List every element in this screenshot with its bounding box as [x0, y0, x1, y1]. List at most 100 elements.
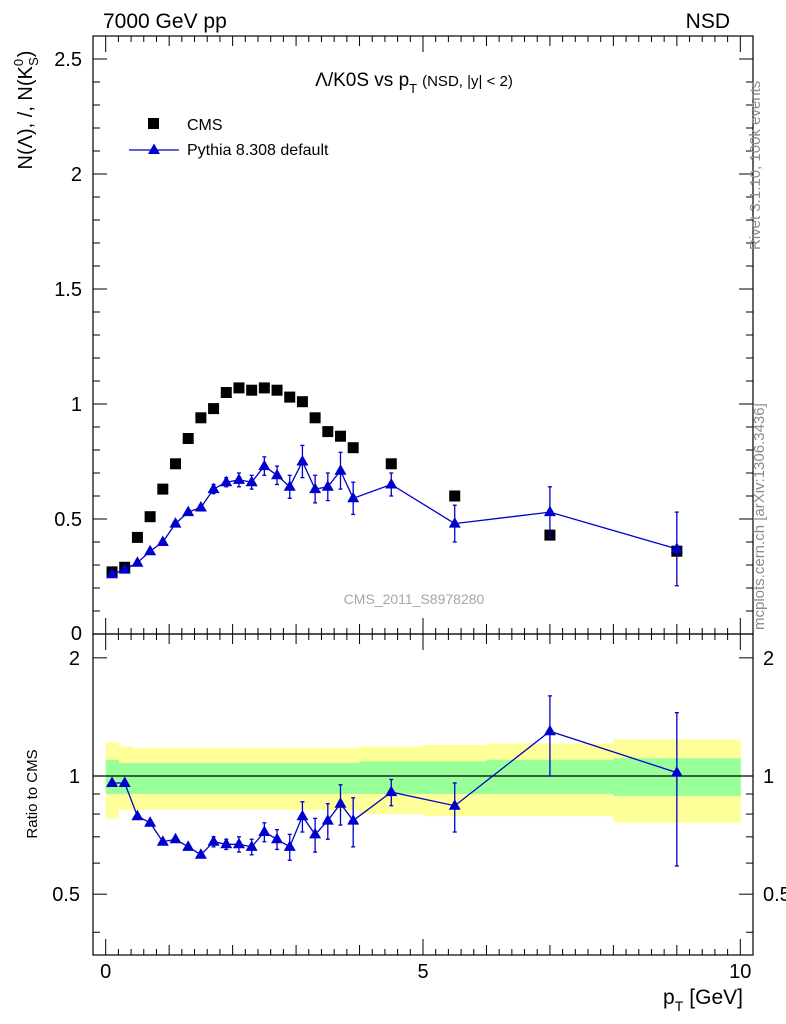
pythia-data-point: [296, 455, 309, 466]
ratio-data-point: [271, 832, 284, 844]
x-axis-label-unit: [GeV]: [689, 986, 743, 1009]
ratio-data-point: [309, 827, 322, 839]
x-tick-label: 0: [100, 961, 111, 983]
uncertainty-band-green: [296, 762, 310, 794]
pythia-data-point: [182, 505, 195, 517]
cms-data-point: [335, 430, 346, 442]
x-axis-label-main: p: [663, 986, 675, 1009]
legend-marker-pythia: [148, 143, 160, 154]
uncertainty-band-green: [169, 762, 183, 794]
pythia-data-point: [347, 491, 360, 503]
main-ylabel-sub: S: [26, 57, 41, 66]
cms-data-point: [208, 403, 220, 415]
ratio-data-point: [258, 825, 271, 837]
ratio-data-point: [232, 837, 245, 849]
plot-title-extra: (NSD, |y| < 2): [422, 73, 513, 90]
legend-label-pythia: Pythia 8.308 default: [187, 142, 329, 159]
ratio-data-point: [448, 799, 461, 810]
uncertainty-band-green: [308, 762, 322, 794]
cms-data-point: [385, 458, 397, 470]
main-y-tick-label: 1.5: [54, 279, 82, 301]
cms-data-point: [347, 442, 359, 454]
ratio-data-point: [106, 776, 119, 787]
ratio-data-point: [194, 848, 207, 859]
main-y-tick-label: 1: [71, 394, 82, 416]
uncertainty-band-green: [219, 762, 234, 794]
header-right: NSD: [686, 10, 730, 33]
pythia-series-line: [111, 459, 678, 575]
x-tick-label: 10: [729, 961, 751, 983]
pythia-data-point: [283, 480, 296, 491]
ratio-data-point: [385, 785, 398, 797]
x-tick-label: 5: [417, 961, 428, 983]
cms-data-point: [182, 433, 194, 444]
cms-data-point: [170, 458, 181, 470]
ratio-data-point: [670, 766, 683, 777]
ratio-y-tick-label: 0.5: [52, 884, 80, 906]
main-ylabel: N(Λ), /, N(K0S): [11, 51, 41, 170]
mcplots-label: mcplots.cern.ch [arXiv:1306.3436]: [751, 403, 768, 630]
pythia-data-point: [131, 556, 144, 567]
cms-data-point: [449, 490, 461, 502]
uncertainty-band-green: [258, 762, 272, 794]
cms-data-point: [309, 412, 321, 424]
cms-data-point: [157, 483, 169, 495]
ratio-y-tick-label: 1: [69, 766, 80, 788]
uncertainty-band-green: [131, 762, 145, 794]
cms-data-point: [195, 412, 207, 424]
cms-data-point: [271, 384, 283, 396]
uncertainty-band-green: [181, 762, 196, 794]
pythia-data-point: [169, 517, 182, 528]
uncertainty-band-green: [194, 762, 208, 794]
pythia-data-point: [245, 475, 258, 487]
ratio-data-point: [347, 814, 360, 825]
uncertainty-band-green: [143, 762, 157, 794]
pythia-data-point: [670, 542, 683, 553]
ratio-y-tick-label-right: 2: [763, 648, 774, 670]
uncertainty-band-green: [232, 762, 246, 794]
uncertainty-band-green: [283, 762, 297, 794]
cms-data-point: [144, 511, 156, 523]
cms-data-point: [322, 426, 334, 438]
cms-data-point: [284, 391, 296, 403]
ratio-series-line: [112, 730, 678, 856]
uncertainty-band-green: [105, 759, 119, 794]
main-y-tick-label-zero: 0: [71, 623, 82, 645]
uncertainty-band-green: [346, 762, 361, 794]
main-ylabel-end: ): [15, 51, 37, 58]
uncertainty-band-green: [270, 762, 284, 794]
ratio-data-point: [334, 797, 347, 808]
uncertainty-band-green: [334, 762, 348, 794]
main-plot: 0.5 1 1.5 2 2.5 0: [54, 35, 754, 645]
uncertainty-band-green: [321, 762, 335, 794]
cms-data-point: [233, 382, 245, 394]
pythia-data-point: [258, 459, 271, 471]
main-ylabel-text: N(Λ), /, N(K: [15, 65, 37, 169]
pythia-data-point: [309, 482, 322, 494]
legend: CMS Pythia 8.308 default: [129, 117, 329, 159]
ratio-y-tick-label-right: 1: [763, 766, 774, 788]
ratio-plot: 0.5 0.5 1 1 2 2 0 5 10: [52, 633, 786, 983]
pythia-data-point: [194, 501, 207, 512]
rivet-version-label: Rivet 3.1.10, 100k events: [747, 81, 764, 250]
ratio-data-point: [182, 840, 195, 851]
pythia-data-point: [321, 480, 334, 491]
main-y-tick-label: 2.5: [54, 49, 82, 71]
ratio-data-point: [296, 809, 309, 821]
ratio-data-point: [220, 837, 233, 849]
ratio-y-tick-label: 2: [69, 648, 80, 670]
pythia-data-point: [118, 563, 131, 574]
legend-marker-cms: [148, 118, 159, 129]
main-ylabel-sup: 0: [11, 59, 26, 66]
ratio-data-point: [283, 840, 296, 851]
pythia-data-point: [448, 517, 461, 528]
ratio-data-point: [543, 724, 556, 736]
plot-title-main: Λ/K0S vs p: [315, 70, 409, 91]
pythia-data-point: [156, 535, 169, 546]
cms-data-point: [246, 384, 258, 396]
ratio-data-point: [245, 840, 258, 851]
pythia-data-point: [106, 567, 119, 579]
ratio-data-point: [144, 816, 157, 827]
cms-data-point: [296, 396, 308, 408]
